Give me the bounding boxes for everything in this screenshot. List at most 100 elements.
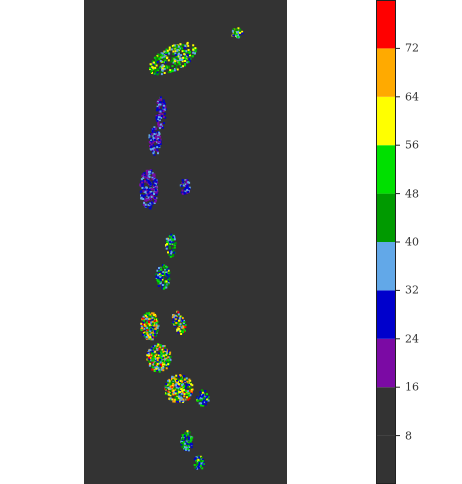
map-pixel — [184, 438, 187, 441]
map-pixel — [158, 145, 161, 148]
map-pixel — [179, 400, 182, 403]
map-pixel — [184, 326, 187, 328]
map-pixel — [176, 322, 179, 325]
map-pixel — [156, 279, 159, 282]
map-pixel — [179, 396, 182, 399]
map-pixel — [151, 60, 154, 63]
map-pixel — [198, 402, 201, 405]
map-pixel — [200, 404, 203, 407]
map-pixel — [152, 312, 155, 315]
map-pixel — [158, 127, 161, 130]
map-pixel — [178, 323, 181, 326]
map-pixel — [155, 277, 158, 279]
map-pixel — [158, 267, 160, 269]
map-pixel — [161, 287, 164, 290]
map-pixel — [148, 312, 151, 314]
map-pixel — [173, 398, 176, 401]
map-pixel — [159, 355, 162, 358]
map-pixel — [173, 244, 176, 247]
map-pixel — [156, 362, 159, 365]
map-pixel — [142, 203, 145, 206]
map-pixel — [156, 133, 159, 136]
map-pixel — [164, 280, 167, 283]
map-pixel — [156, 107, 159, 110]
map-pixel — [167, 251, 169, 254]
map-pixel — [148, 331, 151, 334]
map-pixel — [145, 317, 147, 320]
map-pixel — [145, 186, 148, 189]
map-pixel — [159, 358, 161, 361]
map-pixel — [181, 319, 184, 322]
map-pixel — [151, 328, 154, 331]
map-pixel — [186, 42, 189, 45]
map-pixel — [141, 186, 144, 189]
map-pixel — [187, 181, 190, 184]
map-pixel — [171, 59, 174, 62]
map-pixel — [187, 44, 190, 47]
map-pixel — [145, 169, 148, 172]
map-pixel — [165, 286, 168, 289]
map-pixel — [164, 268, 167, 271]
map-pixel — [167, 353, 170, 356]
map-pixel — [173, 235, 175, 238]
map-pixel — [179, 391, 182, 393]
map-pixel — [172, 50, 175, 53]
map-pixel — [162, 271, 165, 274]
map-pixel — [177, 397, 180, 400]
map-pixel — [235, 34, 237, 37]
map-pixel — [152, 62, 155, 65]
map-pixel — [180, 443, 183, 446]
map-pixel — [188, 389, 191, 392]
map-pixel — [152, 180, 155, 183]
map-pixel — [172, 69, 175, 72]
map-pixel — [178, 387, 181, 390]
map-pixel — [158, 347, 161, 350]
map-pixel — [159, 282, 162, 285]
map-pixel — [157, 120, 160, 123]
map-pixel — [159, 344, 162, 347]
map-pixel — [185, 392, 188, 395]
map-pixel — [187, 190, 190, 193]
map-pixel — [156, 73, 159, 76]
map-pixel — [153, 330, 156, 333]
map-pixel — [175, 395, 178, 398]
map-pixel — [149, 333, 152, 336]
map-pixel — [155, 369, 158, 371]
map-pixel — [159, 123, 162, 126]
map-pixel — [183, 53, 186, 56]
map-pixel — [150, 330, 153, 333]
map-pixel — [185, 186, 188, 189]
map-pixel — [182, 435, 184, 438]
map-pixel — [184, 432, 187, 434]
map-pixel — [186, 390, 189, 393]
map-pixel — [146, 191, 149, 194]
map-pixel — [145, 325, 148, 328]
map-pixel — [154, 200, 157, 203]
map-pixel — [153, 193, 155, 195]
map-pixel — [178, 325, 181, 327]
map-pixel — [157, 280, 160, 283]
map-pixel — [171, 387, 174, 390]
map-pixel — [185, 51, 188, 54]
map-pixel — [158, 370, 161, 373]
colorbar-bin — [376, 290, 396, 339]
map-pixel — [157, 343, 160, 346]
map-pixel — [161, 278, 164, 281]
map-pixel — [172, 236, 175, 239]
map-pixel — [183, 393, 186, 396]
map-pixel — [151, 312, 154, 315]
map-pixel — [187, 444, 190, 447]
map-pixel — [152, 150, 155, 153]
map-pixel — [152, 185, 155, 188]
map-pixel — [159, 138, 162, 141]
map-pixel — [156, 119, 159, 122]
map-pixel — [175, 317, 177, 320]
colorbar-tick-label: 16 — [405, 380, 419, 394]
map-pixel — [158, 117, 161, 120]
map-pixel — [160, 54, 163, 56]
map-pixel — [159, 103, 162, 106]
map-pixel — [179, 43, 182, 46]
map-pixel — [183, 319, 185, 322]
map-pixel — [146, 171, 148, 174]
map-pixel — [176, 398, 179, 401]
